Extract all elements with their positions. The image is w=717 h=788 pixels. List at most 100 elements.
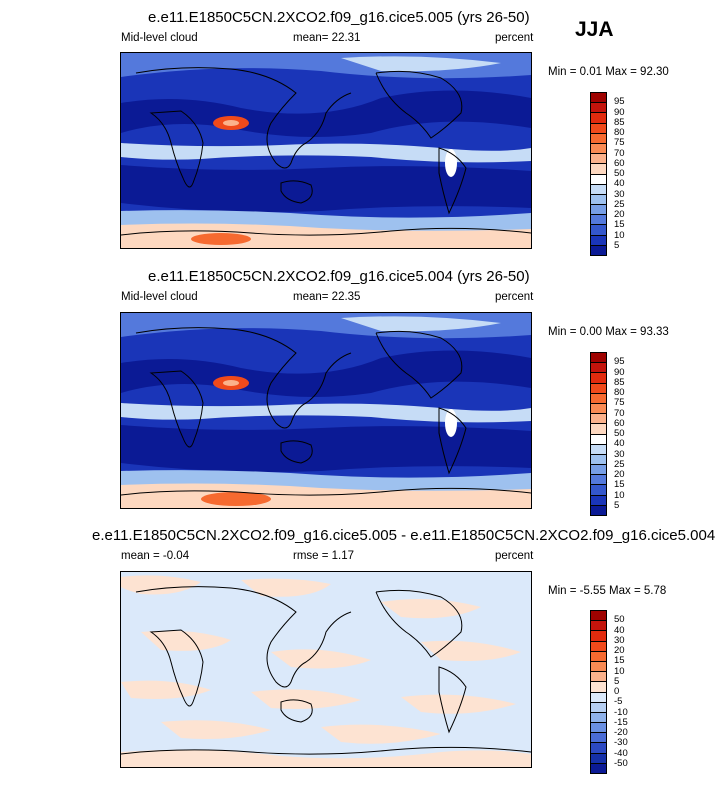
panel2-coast-north-america (375, 330, 463, 399)
colorbar-swatch (591, 444, 606, 455)
colorbar-swatch (591, 692, 606, 703)
colorbar-swatch (591, 225, 606, 236)
colorbar-tick-label: 50 (614, 428, 625, 439)
panel2-map-svg (121, 313, 531, 508)
panel1-coast-antarctica (121, 227, 531, 236)
colorbar-tick-label: 85 (614, 116, 625, 128)
panel1-colorbar (590, 92, 607, 256)
colorbar-tick-label: 30 (614, 188, 625, 200)
panel2-field-arctic-bright (341, 316, 501, 332)
panel2-coast-australia (280, 440, 313, 464)
panel1-coast-north-america (375, 70, 463, 139)
colorbar-tick-label: 30 (614, 448, 625, 460)
panel2-coastlines (121, 327, 531, 496)
colorbar-tick-label: 10 (614, 665, 625, 677)
colorbar-swatch (591, 723, 606, 734)
colorbar-swatch (591, 403, 606, 415)
colorbar-swatch (591, 475, 606, 486)
colorbar-swatch (591, 733, 606, 744)
colorbar-tick-label: -10 (614, 706, 628, 718)
colorbar-swatch (591, 743, 606, 754)
colorbar-swatch (591, 651, 606, 662)
colorbar-tick-label: 60 (614, 417, 625, 429)
colorbar-swatch (591, 763, 606, 773)
colorbar-tick-label: 40 (614, 624, 625, 636)
panel2-coast-eurasia (135, 327, 352, 429)
colorbar-tick-label: 15 (614, 479, 625, 491)
panel3-map (120, 571, 532, 768)
colorbar-tick-label: 95 (614, 96, 625, 108)
colorbar-swatch (591, 235, 606, 246)
colorbar-tick-label: -15 (614, 716, 628, 728)
colorbar-tick-label: 40 (614, 178, 625, 190)
panel3-title: e.e11.E1850C5CN.2XCO2.f09_g16.cice5.005 … (92, 527, 716, 544)
panel3-coast-australia (280, 699, 313, 723)
panel3-units-label: percent (495, 550, 534, 562)
colorbar-swatch (591, 641, 606, 652)
panel3-rmse-label: rmse = 1.17 (293, 550, 355, 562)
colorbar-tick-label: 85 (614, 376, 625, 388)
colorbar-tick-label: 60 (614, 157, 625, 169)
colorbar-swatch (591, 631, 606, 642)
panel3-coast-antarctica (121, 746, 531, 755)
colorbar-swatch (591, 164, 606, 175)
colorbar-tick-label: 15 (614, 655, 625, 667)
panel2-coast-south-america (438, 407, 467, 475)
colorbar-tick-label: 70 (614, 147, 625, 159)
panel3-minmax: Min = -5.55 Max = 5.78 (548, 585, 667, 597)
panel3-map-svg (121, 572, 531, 767)
panel3-coastlines (121, 586, 531, 755)
colorbar-tick-label: 25 (614, 198, 625, 210)
colorbar-tick-label: 15 (614, 219, 625, 231)
panel3-coast-eurasia (135, 586, 352, 688)
colorbar-swatch (591, 621, 606, 632)
colorbar-tick-label: -5 (614, 696, 623, 708)
colorbar-swatch (591, 682, 606, 693)
panel2-minmax: Min = 0.00 Max = 93.33 (548, 326, 669, 338)
panel1-field-tibet-core (223, 120, 239, 126)
colorbar-tick-label: -20 (614, 727, 628, 738)
panel1-variable-label: Mid-level cloud (121, 32, 198, 44)
panel2-field-antarctic-max (201, 492, 271, 506)
colorbar-tick-label: 20 (614, 645, 625, 656)
colorbar-swatch (591, 702, 606, 713)
panel1-coastlines (121, 67, 531, 236)
panel2-map (120, 312, 532, 509)
colorbar-swatch (591, 712, 606, 724)
panel3-mean-label: mean = -0.04 (121, 550, 190, 562)
colorbar-tick-label: -50 (614, 757, 628, 769)
panel1-mean-label: mean= 22.31 (293, 32, 361, 44)
colorbar-tick-label: 10 (614, 489, 625, 501)
colorbar-swatch (591, 753, 606, 764)
colorbar-tick-label: 90 (614, 366, 625, 378)
colorbar-swatch (591, 505, 606, 515)
panel1-title: e.e11.E1850C5CN.2XCO2.f09_g16.cice5.005 … (148, 9, 530, 26)
panel2-field-tibet-core (223, 380, 239, 386)
colorbar-swatch (591, 133, 606, 144)
colorbar-tick-label: 90 (614, 106, 625, 118)
colorbar-tick-label: 5 (614, 239, 620, 251)
colorbar-tick-label: 80 (614, 127, 625, 138)
colorbar-swatch (591, 363, 606, 374)
colorbar-tick-label: 75 (614, 397, 625, 409)
colorbar-swatch (591, 672, 606, 683)
colorbar-swatch (591, 424, 606, 435)
colorbar-swatch (591, 215, 606, 226)
colorbar-tick-label: 40 (614, 438, 625, 450)
colorbar-tick-label: 50 (614, 168, 625, 179)
colorbar-swatch (591, 383, 606, 394)
panel2-variable-label: Mid-level cloud (121, 291, 198, 303)
colorbar-swatch (591, 414, 606, 425)
colorbar-swatch (591, 93, 606, 104)
panel3-coast-north-america (375, 589, 463, 658)
colorbar-tick-label: 20 (614, 209, 625, 220)
panel1-field-antarctic-max (191, 233, 251, 245)
panel2-mean-label: mean= 22.35 (293, 291, 361, 303)
panel3-field-positive-patches (121, 575, 531, 767)
panel1-field-arctic-bright (341, 56, 501, 72)
panel1-minmax: Min = 0.01 Max = 92.30 (548, 66, 669, 78)
colorbar-swatch (591, 495, 606, 506)
colorbar-tick-label: 70 (614, 407, 625, 419)
colorbar-swatch (591, 113, 606, 124)
panel2-coast-antarctica (121, 487, 531, 496)
